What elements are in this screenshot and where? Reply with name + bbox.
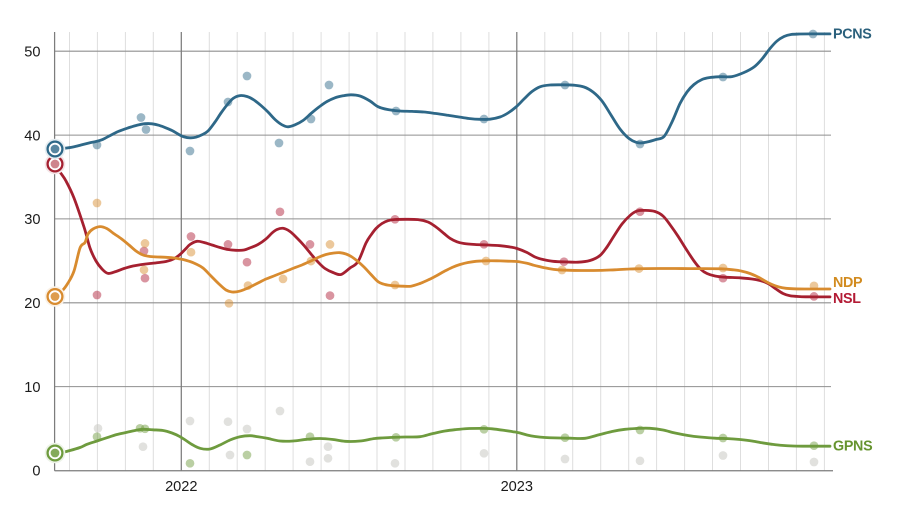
svg-text:30: 30: [24, 212, 40, 228]
svg-text:GPNS: GPNS: [833, 439, 872, 455]
svg-text:20: 20: [24, 296, 40, 312]
svg-text:NSL: NSL: [833, 291, 861, 307]
svg-text:NDP: NDP: [833, 275, 863, 291]
svg-text:10: 10: [24, 380, 40, 396]
svg-text:PCNS: PCNS: [833, 27, 872, 43]
svg-text:50: 50: [24, 44, 40, 60]
svg-text:2022: 2022: [165, 479, 197, 495]
svg-text:0: 0: [32, 464, 40, 480]
svg-text:40: 40: [24, 128, 40, 144]
svg-text:2023: 2023: [501, 479, 533, 495]
